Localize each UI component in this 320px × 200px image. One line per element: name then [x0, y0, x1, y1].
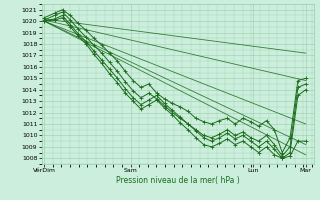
X-axis label: Pression niveau de la mer( hPa ): Pression niveau de la mer( hPa )	[116, 176, 239, 185]
